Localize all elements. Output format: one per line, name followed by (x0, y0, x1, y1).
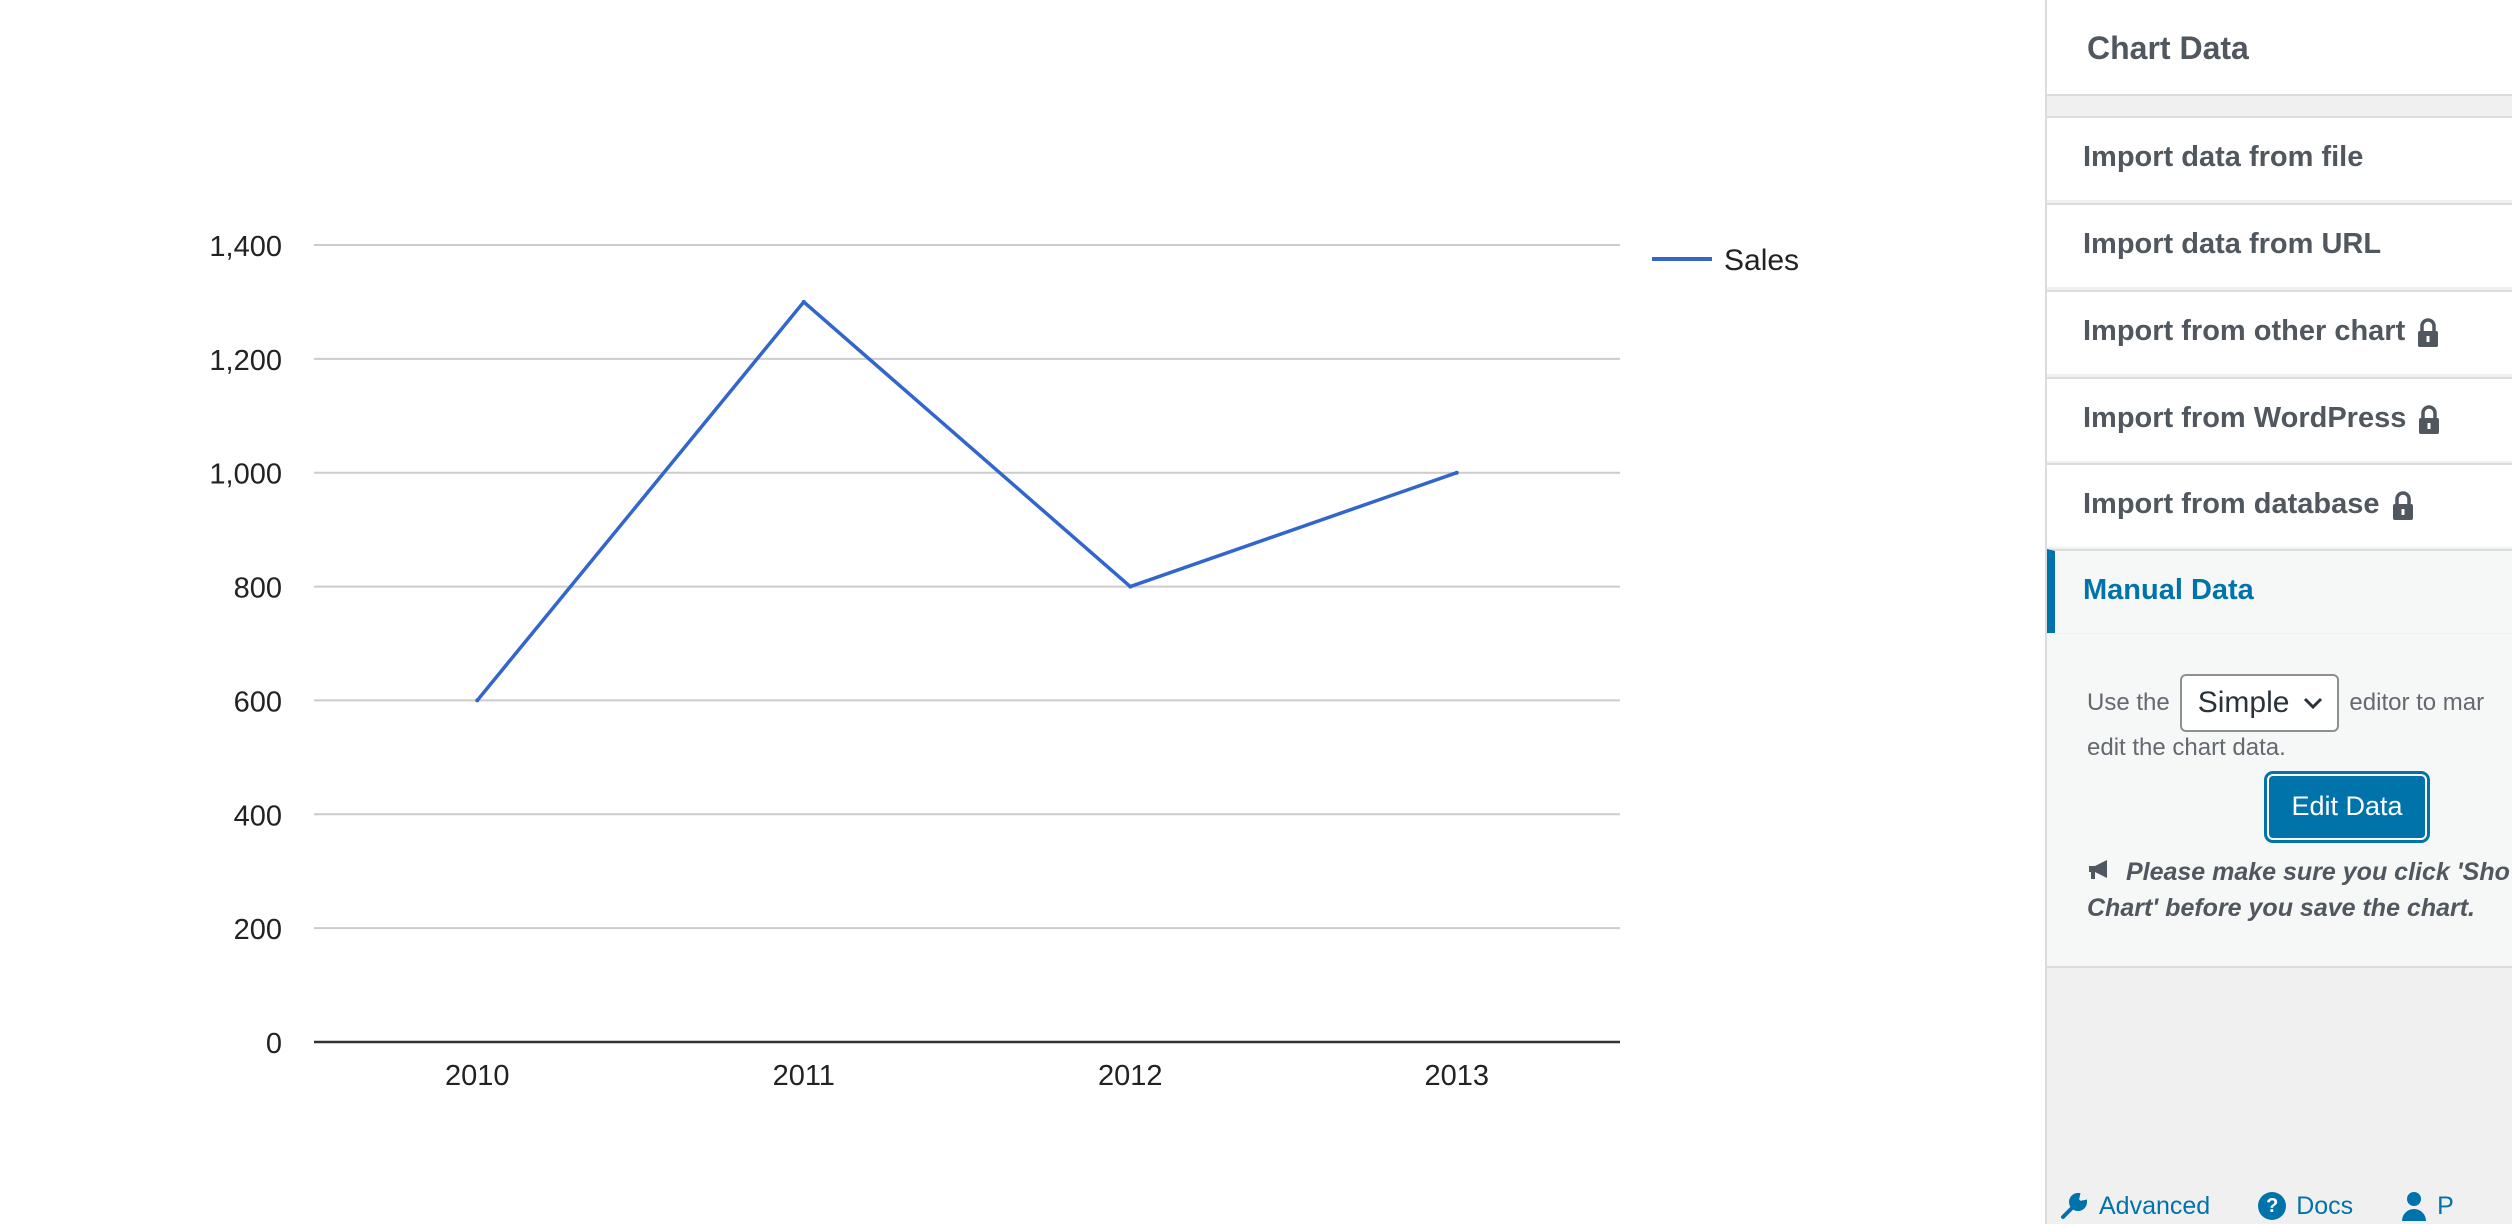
x-tick-label: 2012 (1098, 1060, 1163, 1092)
sidebar-item-label: Manual Data (2083, 574, 2254, 606)
pro-link[interactable]: P (2401, 1188, 2454, 1224)
series-line (475, 300, 1458, 702)
help-icon: ? (2258, 1192, 2287, 1220)
x-tick-label: 2011 (773, 1060, 835, 1092)
y-tick-label: 0 (266, 1028, 282, 1060)
sidebar-item-import-file[interactable]: Import data from file (2047, 116, 2512, 200)
edit-chart-text: edit the chart data. (2087, 734, 2286, 761)
chevron-down-icon (2304, 697, 2323, 709)
sidebar-item-import-other-chart[interactable]: Import from other chart (2047, 290, 2512, 374)
lock-icon (2417, 318, 2439, 356)
edit-data-button[interactable]: Edit Data (2264, 771, 2430, 843)
sidebar-item-import-wordpress[interactable]: Import from WordPress (2047, 377, 2512, 461)
sidebar-item-label: Import from other chart (2083, 315, 2406, 347)
chart-area: 0 200 400 600 800 1,000 1,200 1,400 2010 2011 2012… (209, 231, 1800, 1092)
sidebar-item-label: Import data from file (2083, 141, 2364, 173)
save-note-line2: Chart' before you save the chart. (2087, 894, 2476, 922)
advanced-link[interactable]: Advanced (2059, 1188, 2210, 1224)
legend-label: Sales (1724, 244, 1799, 277)
y-tick-label: 200 (234, 914, 282, 946)
editor-choice-line: Use the Simple editor to mar (2087, 674, 2484, 732)
sidebar-item-import-url[interactable]: Import data from URL (2047, 203, 2512, 287)
sidebar-item-label: Import data from URL (2083, 228, 2382, 260)
save-note-line1: Please make sure you click 'Sho (2125, 858, 2510, 886)
save-note: Please make sure you click 'Sho Chart' b… (2087, 854, 2512, 926)
user-icon (2402, 1192, 2427, 1221)
use-the-text: Use the (2087, 689, 2170, 716)
chart-data-sidebar: Chart Data Import data from file Import … (2045, 0, 2512, 1224)
advanced-link-label: Advanced (2099, 1191, 2211, 1220)
y-tick-label: 1,400 (209, 231, 282, 263)
wrench-icon (2061, 1192, 2088, 1219)
sidebar-item-label: Import from database (2083, 488, 2380, 520)
editor-type-value: Simple (2197, 686, 2290, 719)
x-tick-label: 2013 (1424, 1060, 1489, 1092)
y-tick-label: 1,000 (209, 459, 282, 491)
line-chart: 0 200 400 600 800 1,000 1,200 1,400 2010 2011 2012… (209, 231, 1799, 1092)
y-tick-label: 1,200 (209, 345, 282, 377)
data-point (1128, 584, 1133, 589)
y-tick-label: 800 (234, 573, 282, 605)
sidebar-item-label: Import from WordPress (2083, 402, 2407, 434)
sidebar-item-import-database[interactable]: Import from database (2047, 463, 2512, 547)
manual-data-panel: Use the Simple editor to mar edit the ch… (2047, 634, 2512, 968)
sidebar-item-manual-data[interactable]: Manual Data (2047, 549, 2512, 633)
y-tick-label: 600 (234, 686, 282, 718)
megaphone-icon (2087, 858, 2120, 886)
data-point (475, 698, 480, 703)
lock-icon (2392, 491, 2414, 529)
editor-type-select[interactable]: Simple (2179, 674, 2340, 732)
data-point (1454, 470, 1459, 475)
docs-link[interactable]: ? Docs (2258, 1188, 2353, 1224)
y-tick-label: 400 (234, 800, 282, 832)
x-tick-label: 2010 (445, 1060, 510, 1092)
data-point (801, 299, 806, 304)
sidebar-footer-links: Advanced ? Docs P (2047, 1188, 2512, 1224)
editor-rest-text: editor to mar (2349, 689, 2485, 716)
lock-icon (2418, 405, 2440, 443)
pro-link-label: P (2437, 1191, 2454, 1220)
docs-link-label: Docs (2296, 1191, 2354, 1220)
sidebar-title: Chart Data (2047, 0, 2512, 96)
